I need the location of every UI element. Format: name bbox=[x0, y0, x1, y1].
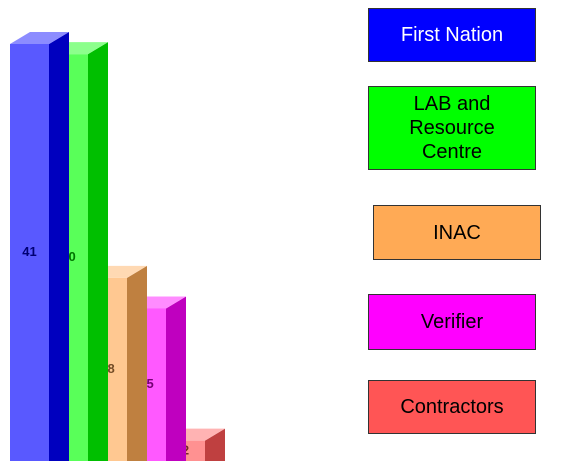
bar-side bbox=[49, 32, 69, 461]
legend-item: First Nation bbox=[368, 8, 536, 62]
bar-side bbox=[205, 428, 225, 461]
legend-item: Verifier bbox=[368, 294, 536, 350]
legend-label: LAB and Resource Centre bbox=[409, 93, 495, 163]
bar bbox=[10, 44, 49, 461]
bar-top bbox=[10, 32, 69, 44]
legend-label: Verifier bbox=[420, 311, 484, 333]
legend-item: LAB and Resource Centre bbox=[368, 86, 536, 170]
legend-item: INAC bbox=[373, 205, 541, 260]
bar-side bbox=[127, 265, 147, 461]
legend-item: Contractors bbox=[368, 380, 536, 434]
legend-label: First Nation bbox=[400, 24, 504, 46]
bar-side bbox=[88, 42, 108, 461]
value-label: 41 bbox=[22, 244, 36, 259]
legend-label: INAC bbox=[433, 221, 481, 244]
legend-label: Contractors bbox=[400, 396, 504, 418]
bar-side bbox=[166, 296, 186, 461]
